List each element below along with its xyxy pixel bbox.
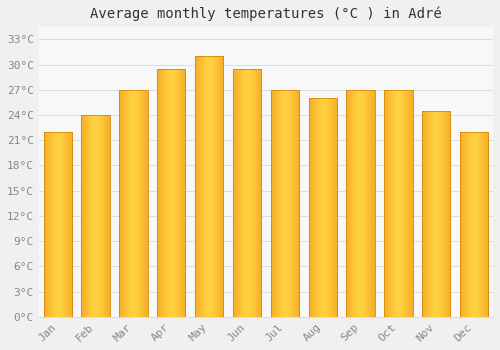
Bar xyxy=(346,90,375,317)
Title: Average monthly temperatures (°C ) in Adré: Average monthly temperatures (°C ) in Ad… xyxy=(90,7,442,21)
Bar xyxy=(44,132,72,317)
Bar xyxy=(270,90,299,317)
Bar xyxy=(308,98,337,317)
Bar xyxy=(233,69,261,317)
Bar xyxy=(422,111,450,317)
Bar xyxy=(195,56,224,317)
Bar xyxy=(157,69,186,317)
Bar xyxy=(384,90,412,317)
Bar xyxy=(82,115,110,317)
Bar xyxy=(460,132,488,317)
Bar xyxy=(119,90,148,317)
